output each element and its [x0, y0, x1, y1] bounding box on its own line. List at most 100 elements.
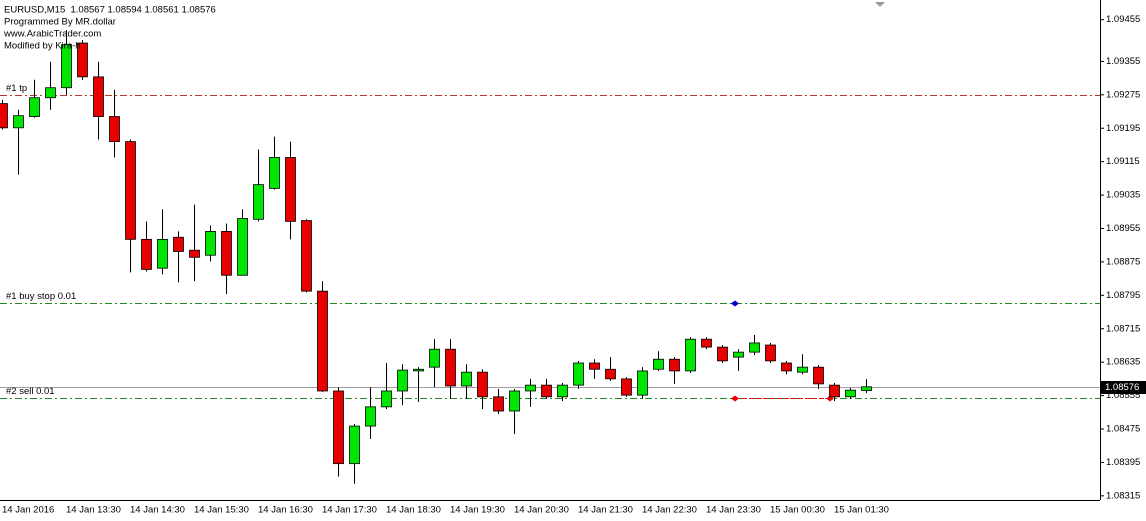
candle-body: [61, 44, 72, 89]
candle-body: [733, 351, 744, 358]
y-tick-label: 1.09355: [1106, 56, 1140, 67]
y-tick-label: 1.08955: [1106, 223, 1140, 234]
candle-body: [205, 231, 216, 256]
y-tick-label: 1.08635: [1106, 357, 1140, 368]
y-tick-label: 1.08875: [1106, 256, 1140, 267]
candle-body: [125, 141, 136, 240]
candle-body: [333, 390, 344, 465]
candle-body: [685, 338, 696, 372]
x-tick-label: 14 Jan 16:30: [258, 505, 313, 516]
candle-body: [477, 371, 488, 398]
candle-body: [429, 348, 440, 368]
candle-body: [653, 358, 664, 370]
candle-body: [669, 358, 680, 372]
candle-body: [317, 290, 328, 392]
x-tick-label: 14 Jan 23:30: [706, 505, 761, 516]
y-tick-label: 1.08795: [1106, 290, 1140, 301]
x-tick-label: 14 Jan 21:30: [578, 505, 633, 516]
x-tick-label: 14 Jan 20:30: [514, 505, 569, 516]
candle-body: [365, 406, 376, 427]
scroll-marker: [875, 2, 885, 7]
candle-body: [829, 384, 840, 398]
candle-body: [701, 338, 712, 348]
x-tick-label: 15 Jan 00:30: [770, 505, 825, 516]
x-tick-label: 14 Jan 19:30: [450, 505, 505, 516]
candle-body: [781, 362, 792, 372]
candle-body: [813, 366, 824, 385]
annotation: www.ArabicTrader.com: [3, 29, 101, 40]
candle-body: [349, 425, 360, 465]
y-tick-label: 1.08555: [1106, 390, 1140, 401]
candle-body: [301, 220, 312, 292]
sell-arrow: [731, 395, 739, 402]
x-tick-label: 14 Jan 2016: [2, 505, 54, 516]
candle-body: [141, 238, 152, 270]
candle-body: [621, 378, 632, 396]
y-tick-label: 1.08715: [1106, 323, 1140, 334]
annotation: Modified by Kira-h: [4, 41, 81, 52]
candle-body: [189, 249, 200, 258]
candle-body: [797, 366, 808, 373]
x-tick-label: 14 Jan 17:30: [322, 505, 377, 516]
candle-body: [45, 87, 56, 99]
candle-body: [541, 384, 552, 398]
x-tick-label: 14 Jan 14:30: [130, 505, 185, 516]
candle-body: [77, 42, 88, 78]
current-price-box: [1101, 381, 1146, 394]
candle-body: [605, 368, 616, 380]
candle-body: [109, 116, 120, 143]
y-tick-label: 1.09275: [1106, 89, 1140, 100]
x-tick-label: 14 Jan 18:30: [386, 505, 441, 516]
y-tick-label: 1.09035: [1106, 190, 1140, 201]
buy-arrow: [731, 300, 739, 307]
candle-body: [237, 218, 248, 276]
level-label: #1 tp: [6, 83, 27, 94]
candle-body: [381, 390, 392, 408]
candle-body: [29, 97, 40, 117]
candle-body: [445, 348, 456, 387]
plot: [0, 19, 1104, 497]
candle-body: [157, 238, 168, 269]
y-tick-label: 1.08315: [1106, 490, 1140, 501]
candle-body: [493, 396, 504, 412]
candle-body: [173, 236, 184, 252]
y-tick-label: 1.09455: [1106, 14, 1140, 25]
y-tick-label: 1.09195: [1106, 123, 1140, 134]
y-tick-label: 1.09115: [1106, 156, 1140, 167]
y-tick-label: 1.08475: [1106, 424, 1140, 435]
candle-body: [717, 346, 728, 362]
candle-body: [397, 369, 408, 392]
candle-body: [13, 115, 24, 129]
candle-body: [0, 103, 8, 129]
candle-body: [845, 389, 856, 398]
candle-body: [269, 157, 280, 189]
candle-body: [221, 231, 232, 276]
candle-body: [589, 362, 600, 370]
x-tick-label: 15 Jan 01:30: [834, 505, 889, 516]
candle-body: [557, 384, 568, 398]
candle-body: [253, 184, 264, 220]
annotation: Programmed By MR.dollar: [4, 17, 116, 28]
candle-body: [861, 386, 872, 391]
labels: EURUSD,M15 1.08567 1.08594 1.08561 1.085…: [2, 5, 1146, 516]
candle-body: [525, 384, 536, 392]
candle-body: [285, 157, 296, 222]
candle-body: [413, 368, 424, 372]
candle-body: [765, 344, 776, 362]
level-label: #1 buy stop 0.01: [6, 291, 76, 302]
candle-body: [509, 390, 520, 412]
candle-body: [93, 76, 104, 117]
x-tick-label: 14 Jan 13:30: [66, 505, 121, 516]
y-tick-label: 1.08395: [1106, 457, 1140, 468]
chart-title: EURUSD,M15 1.08567 1.08594 1.08561 1.085…: [4, 5, 216, 16]
candle-body: [749, 342, 760, 353]
current-price-label: 1.08576: [1105, 382, 1139, 393]
candle-body: [637, 370, 648, 396]
candle-body: [461, 371, 472, 387]
candle-body: [573, 362, 584, 386]
x-tick-label: 14 Jan 15:30: [194, 505, 249, 516]
level-label: #2 sell 0.01: [6, 386, 55, 397]
